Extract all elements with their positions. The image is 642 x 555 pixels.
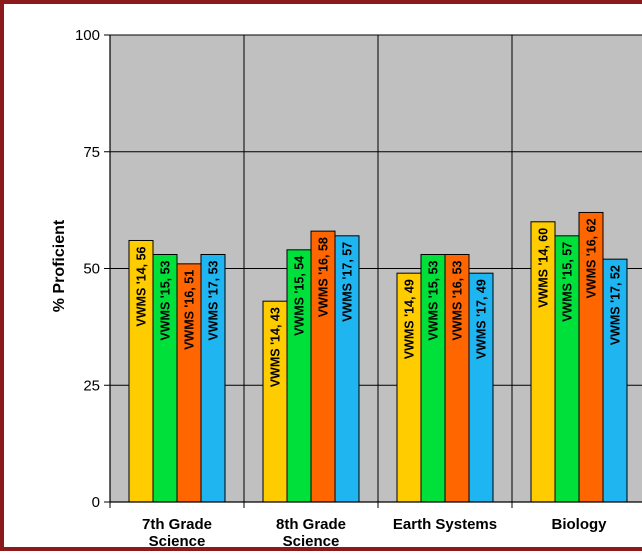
bar (554, 235, 580, 503)
y-axis-label: % Proficient (51, 219, 68, 313)
data-label: VWMS '15, 53 (427, 260, 441, 340)
data-label: VWMS '16, 53 (451, 260, 465, 340)
data-label: VWMS '16, 58 (317, 237, 331, 317)
bar (200, 253, 226, 503)
data-label: VWMS '16, 51 (183, 270, 197, 350)
bar (468, 272, 494, 503)
bar (530, 221, 556, 503)
y-tick-label: 50 (83, 261, 100, 278)
y-tick-label: 100 (75, 27, 100, 44)
bar (602, 258, 628, 503)
bar (444, 253, 470, 503)
x-category-label: Biology (552, 516, 608, 533)
data-label: VWMS '14, 49 (403, 279, 417, 359)
bar (262, 300, 288, 503)
data-label: VWMS '14, 43 (269, 307, 283, 387)
data-label: VWMS '17, 49 (475, 279, 489, 359)
data-label: VWMS '15, 54 (293, 256, 307, 336)
data-label: VWMS '17, 52 (609, 265, 623, 345)
x-category-label: Earth Systems (393, 516, 497, 533)
data-label: VWMS '15, 53 (159, 260, 173, 340)
bar (578, 211, 604, 503)
y-tick-label: 0 (92, 494, 100, 511)
data-label: VWMS '16, 62 (585, 218, 599, 298)
x-category-label: 8th Grade Science (276, 516, 346, 550)
data-label: VWMS '14, 60 (537, 228, 551, 308)
y-tick-label: 75 (83, 144, 100, 161)
bar-chart: 0 25 50 75 100 VWMS '14, 56 VWMS '15, 53 VWMS '… (75, 27, 642, 550)
data-label: VWMS '15, 57 (561, 242, 575, 322)
y-tick-label: 25 (83, 377, 100, 394)
x-category-label: 7th Grade Science (142, 516, 212, 550)
data-label: VWMS '17, 57 (341, 242, 355, 322)
data-label: VWMS '14, 56 (135, 246, 149, 326)
bar (334, 235, 360, 503)
bar (176, 263, 202, 503)
data-label: VWMS '17, 53 (207, 260, 221, 340)
